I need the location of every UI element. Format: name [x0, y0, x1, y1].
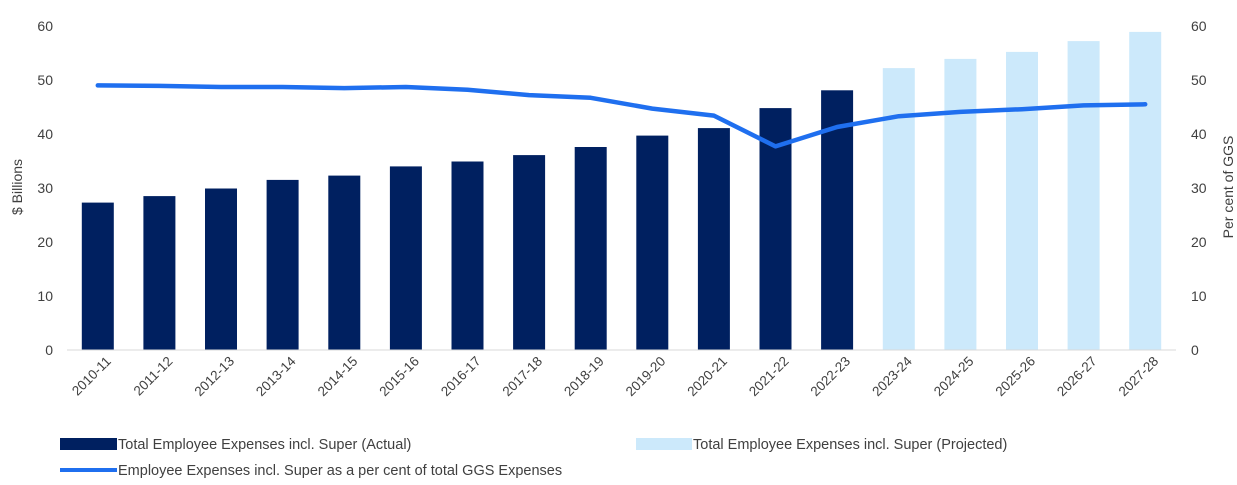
x-tick-label-2012-13: 2012-13	[191, 354, 237, 400]
y-axis-title: $ Billions	[9, 159, 25, 215]
x-tick-label-2017-18: 2017-18	[500, 354, 546, 400]
y-tick-label: 30	[37, 180, 53, 196]
x-tick-label-2026-27: 2026-27	[1054, 354, 1100, 400]
legend-label-projected: Total Employee Expenses incl. Super (Pro…	[693, 437, 1007, 453]
x-tick-label-2021-22: 2021-22	[746, 354, 792, 400]
x-tick-label-2014-15: 2014-15	[315, 354, 361, 400]
y-tick-label: 0	[45, 342, 53, 358]
y-tick-label: 60	[37, 18, 53, 34]
y2-tick-label: 40	[1191, 126, 1207, 142]
bar-actual-2013-14	[267, 180, 299, 350]
bar-actual-2020-21	[698, 128, 730, 350]
y2-tick-label: 30	[1191, 180, 1207, 196]
x-tick-label-2010-11: 2010-11	[69, 354, 114, 399]
legend-label-actual: Total Employee Expenses incl. Super (Act…	[118, 437, 411, 453]
y2-tick-label: 60	[1191, 18, 1207, 34]
x-tick-label-2025-26: 2025-26	[992, 354, 1038, 400]
y-tick-label: 10	[37, 288, 53, 304]
bar-actual-2016-17	[452, 162, 484, 351]
x-tick-label-2024-25: 2024-25	[931, 354, 977, 400]
y2-axis-title: Per cent of GGS	[1220, 136, 1236, 239]
bar-actual-2019-20	[636, 136, 668, 350]
y2-tick-label: 50	[1191, 72, 1207, 88]
bar-projected-2027-28	[1129, 32, 1161, 350]
line-series-ggs-percent	[98, 85, 1145, 146]
y-tick-label: 50	[37, 72, 53, 88]
bar-actual-2018-19	[575, 147, 607, 350]
bar-actual-2011-12	[143, 196, 175, 350]
bar-projected-2025-26	[1006, 52, 1038, 350]
bar-actual-2010-11	[82, 203, 114, 350]
x-tick-label-2016-17: 2016-17	[438, 354, 484, 400]
bar-actual-2012-13	[205, 189, 237, 351]
bar-projected-2023-24	[883, 68, 915, 350]
x-tick-label-2023-24: 2023-24	[869, 353, 915, 399]
y2-tick-label: 10	[1191, 288, 1207, 304]
bar-projected-2024-25	[944, 59, 976, 350]
y2-tick-label: 20	[1191, 234, 1207, 250]
bar-projected-2026-27	[1068, 41, 1100, 350]
x-tick-label-2011-12: 2011-12	[131, 354, 176, 399]
x-tick-label-2022-23: 2022-23	[808, 354, 854, 400]
y-tick-label: 40	[37, 126, 53, 142]
legend-label-line: Employee Expenses incl. Super as a per c…	[118, 463, 562, 479]
x-tick-label-2013-14: 2013-14	[253, 353, 299, 399]
x-tick-label-2019-20: 2019-20	[623, 354, 669, 400]
bar-actual-2017-18	[513, 155, 545, 350]
y-tick-label: 20	[37, 234, 53, 250]
y2-tick-label: 0	[1191, 342, 1199, 358]
bar-actual-2014-15	[328, 176, 360, 350]
x-tick-label-2027-28: 2027-28	[1116, 354, 1162, 400]
x-tick-label-2018-19: 2018-19	[561, 354, 607, 400]
bar-actual-2015-16	[390, 166, 422, 350]
x-tick-label-2015-16: 2015-16	[376, 354, 422, 400]
x-tick-label-2020-21: 2020-21	[684, 354, 730, 400]
legend-swatch-projected	[636, 438, 692, 450]
legend-swatch-actual	[60, 438, 117, 450]
